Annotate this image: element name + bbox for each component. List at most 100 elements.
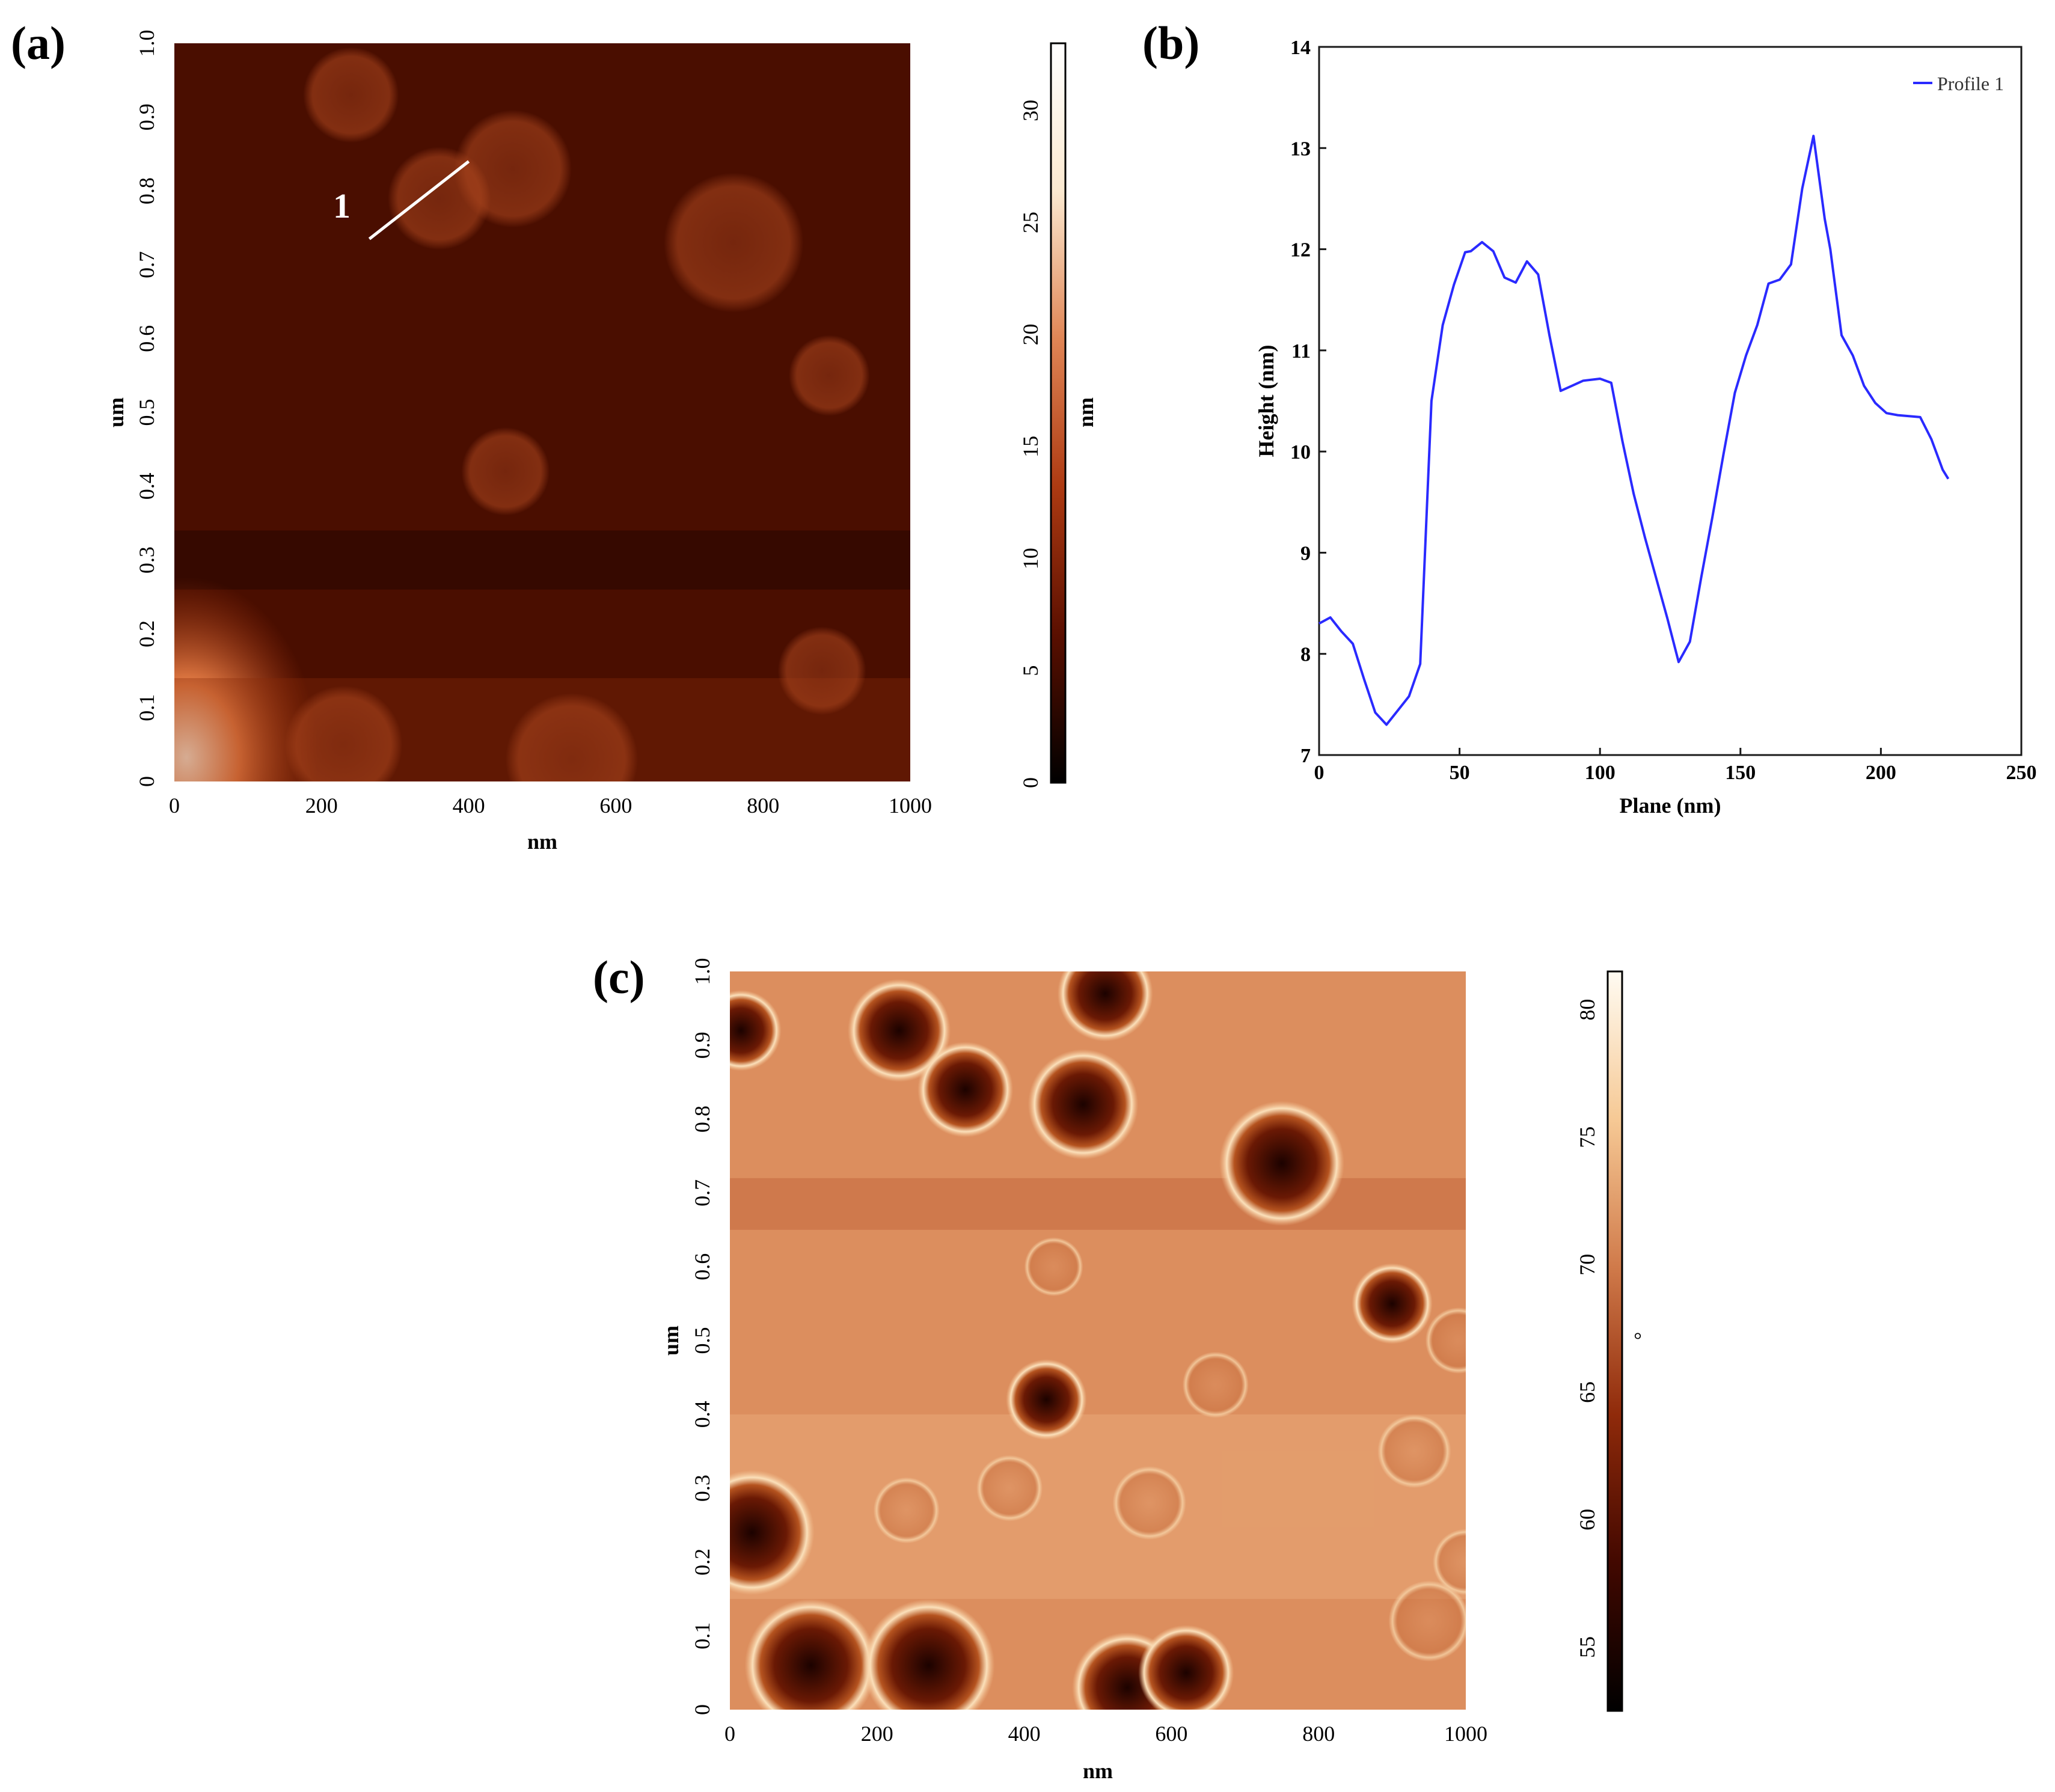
panel-a-x-tick-200: 200 [305, 794, 338, 818]
panel-b-legend-label: Profile 1 [1937, 73, 2004, 94]
panel-c-colorbar [1606, 970, 1623, 1712]
panel-c-letter: (c) [593, 951, 645, 1003]
panel-a-particle-7 [284, 685, 403, 781]
panel-b-plot-frame [1318, 46, 2023, 756]
panel-a-colorbar [1050, 42, 1067, 784]
panel-a-y-tick-0: 0 [135, 776, 159, 787]
panel-c-faint-particle-9 [1432, 1529, 1466, 1595]
panel-a-particle-9 [777, 626, 866, 715]
panel-c-y-tick-0.1: 0.1 [690, 1622, 714, 1650]
panel-c-particle-3 [1028, 1049, 1139, 1160]
panel-a-x-tick-1000: 1000 [889, 794, 932, 818]
panel-a-y-tick-0.6: 0.6 [135, 325, 159, 352]
panel-b-letter: (b) [1142, 17, 1199, 69]
panel-a-colorbar-tick-0: 0 [1018, 777, 1043, 788]
panel-c-y-tick-0.5: 0.5 [690, 1327, 714, 1354]
panel-a-y-tick-0.7: 0.7 [135, 251, 159, 278]
panel-b-y-tick-8: 8 [1300, 644, 1311, 666]
panel-a-y-tick-0.8: 0.8 [135, 177, 159, 204]
panel-a-colorbar-tick-25: 25 [1018, 212, 1043, 233]
panel-a-colorbar-tick-10: 10 [1018, 548, 1043, 569]
panel-a-colorbar-tick-30: 30 [1018, 100, 1043, 121]
panel-b-legend: Profile 1 [1913, 73, 2004, 94]
panel-a-y-tick-1.0: 1.0 [135, 30, 159, 57]
panel-b-y-tick-12: 12 [1290, 239, 1311, 261]
panel-a-particle-8 [505, 693, 639, 781]
panel-c-colorbar-label: ° [1634, 1329, 1642, 1351]
panel-c-colorbar-tick-75: 75 [1575, 1127, 1599, 1148]
panel-b-y-tick-13: 13 [1290, 138, 1311, 160]
panel-a-y-axis-label: um [104, 397, 128, 427]
panel-a-y-tick-0.1: 0.1 [135, 694, 159, 721]
panel-b-y-axis-label: Height (nm) [1254, 345, 1278, 457]
panel-a-particle-1 [303, 47, 399, 143]
panel-a-x-tick-400: 400 [453, 794, 485, 818]
panel-b-y-ticks: 7 8 9 10 11 12 13 14 [1290, 37, 1326, 767]
panel-a-colorbar-tick-labels: 0 5 10 15 20 25 30 [1018, 100, 1043, 788]
panel-c-colorbar-tick-55: 55 [1575, 1636, 1599, 1658]
panel-b-y-tick-7: 7 [1300, 745, 1311, 767]
panel-b-y-tick-9: 9 [1300, 542, 1311, 564]
panel-c-afm-phase-image: (c) 0 200 400 600 800 1000 0 0.1 0.2 0.3 0.4 0.5 0.… [593, 951, 1642, 1783]
panel-c-faint-particle-6 [1425, 1307, 1466, 1374]
panel-c-x-tick-labels: 0 200 400 600 800 1000 [724, 1722, 1487, 1746]
panel-c-colorbar-tick-60: 60 [1575, 1509, 1599, 1531]
panel-b-x-axis-label: Plane (nm) [1620, 794, 1721, 818]
panel-c-light-band [730, 1414, 1466, 1599]
panel-b-series-line-profile-1 [1318, 135, 1950, 726]
panel-c-particle-1 [847, 979, 951, 1082]
panel-a-colorbar-tick-15: 15 [1018, 436, 1043, 457]
panel-a-particle-4 [663, 173, 804, 313]
panel-c-dark-band [730, 1178, 1466, 1230]
panel-a-x-axis-label: nm [527, 830, 557, 854]
panel-b-y-tick-10: 10 [1290, 441, 1311, 463]
panel-a-x-tick-600: 600 [599, 794, 632, 818]
panel-c-y-tick-0.7: 0.7 [690, 1179, 714, 1206]
panel-a-image [174, 47, 910, 781]
panel-c-image [730, 971, 1466, 1710]
panel-a-y-tick-0.3: 0.3 [135, 546, 159, 573]
panel-c-faint-particle-1 [873, 1477, 940, 1544]
panel-c-colorbar-tick-65: 65 [1575, 1381, 1599, 1403]
panel-a-afm-height-image: (a) 0 200 400 600 800 1000 00.10.20.30.40.50.… [11, 17, 1098, 854]
panel-c-y-tick-0.3: 0.3 [690, 1475, 714, 1502]
panel-b-x-tick-150: 150 [1725, 762, 1756, 784]
panel-a-letter: (a) [11, 17, 66, 69]
panel-c-y-tick-0.6: 0.6 [690, 1253, 714, 1280]
panel-a-x-tick-0: 0 [169, 794, 180, 818]
panel-c-particle-7 [1006, 1359, 1087, 1440]
panel-c-particle-12 [1138, 1625, 1234, 1710]
panel-a-y-tick-0.4: 0.4 [135, 472, 159, 500]
panel-a-y-tick-0.2: 0.2 [135, 620, 159, 647]
panel-a-y-tick-labels: 0 0.1 0.2 0.3 0.4 0.5 0.6 0.7 0.8 0.9 1.0 [135, 30, 159, 787]
panel-c-particle-10 [862, 1599, 995, 1710]
panel-b-y-tick-14: 14 [1290, 37, 1311, 59]
panel-c-y-tick-0.2: 0.2 [690, 1549, 714, 1576]
panel-c-particle-4 [1219, 1101, 1345, 1226]
panel-c-faint-particle-7 [1024, 1237, 1083, 1297]
panel-a-colorbar-label: nm [1074, 397, 1098, 427]
panel-a-y-tick-0.9: 0.9 [135, 103, 159, 130]
panel-c-y-tick-1.0: 1.0 [690, 958, 714, 985]
panel-b-y-tick-11: 11 [1291, 340, 1311, 362]
panel-a-bright-corner [174, 577, 319, 781]
panel-a-profile-line-label: 1 [333, 186, 351, 225]
panel-a-colorbar-tick-20: 20 [1018, 324, 1043, 346]
panel-a-x-tick-800: 800 [747, 794, 779, 818]
panel-c-colorbar-tick-labels: 55 60 65 70 75 80 [1575, 999, 1599, 1658]
panel-c-particle-6 [1352, 1263, 1433, 1344]
panel-c-particle-2 [917, 1041, 1014, 1138]
panel-a-profile-line-segment [368, 160, 470, 240]
panel-c-faint-particle-8 [1388, 1580, 1466, 1662]
panel-b-x-tick-200: 200 [1866, 762, 1896, 784]
panel-c-faint-particle-4 [1377, 1414, 1451, 1488]
panel-b-x-tick-0: 0 [1314, 762, 1325, 784]
panel-a-dark-band [174, 530, 910, 590]
panel-c-particle-13 [730, 989, 782, 1071]
panel-b-series-profile-1 [1318, 135, 1950, 726]
panel-c-y-tick-0.9: 0.9 [690, 1032, 714, 1059]
panel-c-x-tick-400: 400 [1008, 1722, 1041, 1746]
panel-b-x-tick-250: 250 [2006, 762, 2037, 784]
panel-b-x-tick-50: 50 [1450, 762, 1470, 784]
